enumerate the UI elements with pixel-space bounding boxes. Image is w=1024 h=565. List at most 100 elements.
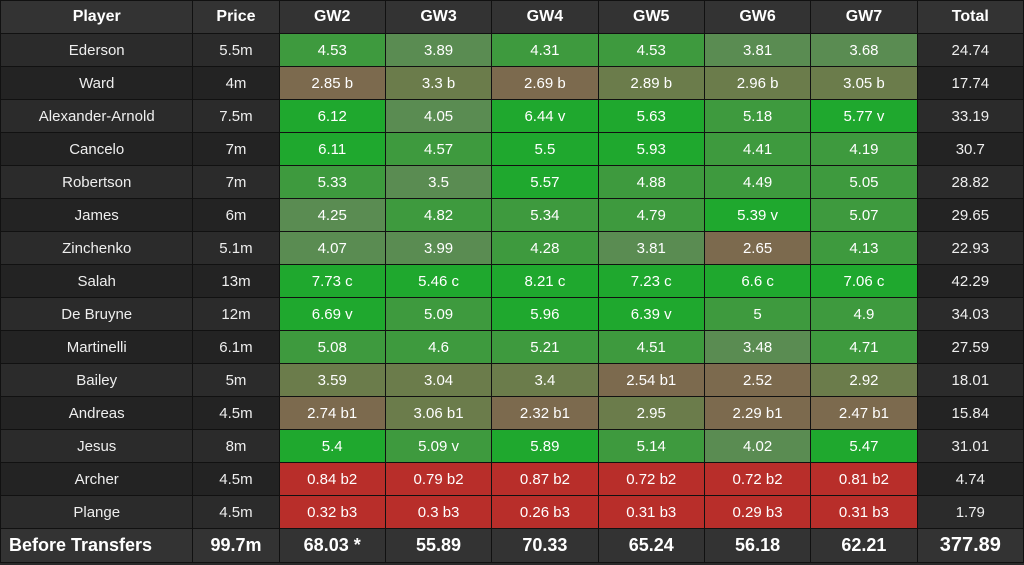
col-gw6: GW6 <box>704 1 810 34</box>
summary-gw-total: 55.89 <box>385 529 491 563</box>
gw-cell: 3.99 <box>385 232 491 265</box>
gw-cell: 3.89 <box>385 34 491 67</box>
gw-cell: 5.4 <box>279 430 385 463</box>
gw-cell: 4.19 <box>811 133 917 166</box>
player-total: 17.74 <box>917 67 1023 100</box>
player-total: 29.65 <box>917 199 1023 232</box>
gw-cell: 5.5 <box>492 133 598 166</box>
gw-cell: 0.31 b3 <box>811 496 917 529</box>
gw-cell: 4.57 <box>385 133 491 166</box>
gw-cell: 8.21 c <box>492 265 598 298</box>
player-price: 4.5m <box>193 463 279 496</box>
player-name: Jesus <box>1 430 193 463</box>
gw-cell: 3.48 <box>704 331 810 364</box>
player-name: Cancelo <box>1 133 193 166</box>
gw-cell: 5.34 <box>492 199 598 232</box>
gw-cell: 6.69 v <box>279 298 385 331</box>
gw-cell: 5.57 <box>492 166 598 199</box>
gw-cell: 2.29 b1 <box>704 397 810 430</box>
player-name: Salah <box>1 265 193 298</box>
gw-cell: 4.28 <box>492 232 598 265</box>
gw-cell: 4.51 <box>598 331 704 364</box>
gw-cell: 3.81 <box>598 232 704 265</box>
table-row: Bailey5m3.593.043.42.54 b12.522.9218.01 <box>1 364 1024 397</box>
table-row: Ward4m2.85 b3.3 b2.69 b2.89 b2.96 b3.05 … <box>1 67 1024 100</box>
summary-gw-total: 56.18 <box>704 529 810 563</box>
player-total: 33.19 <box>917 100 1023 133</box>
header-row: Player Price GW2 GW3 GW4 GW5 GW6 GW7 Tot… <box>1 1 1024 34</box>
player-price: 8m <box>193 430 279 463</box>
player-name: Ederson <box>1 34 193 67</box>
gw-cell: 5.08 <box>279 331 385 364</box>
col-player: Player <box>1 1 193 34</box>
player-name: Archer <box>1 463 193 496</box>
summary-gw-total: 70.33 <box>492 529 598 563</box>
gw-cell: 4.41 <box>704 133 810 166</box>
gw-cell: 3.68 <box>811 34 917 67</box>
player-name: Bailey <box>1 364 193 397</box>
summary-gw-total: 62.21 <box>811 529 917 563</box>
gw-cell: 0.26 b3 <box>492 496 598 529</box>
table-row: Plange4.5m0.32 b30.3 b30.26 b30.31 b30.2… <box>1 496 1024 529</box>
summary-gw-total: 68.03 * <box>279 529 385 563</box>
col-gw7: GW7 <box>811 1 917 34</box>
summary-price: 99.7m <box>193 529 279 563</box>
player-name: Martinelli <box>1 331 193 364</box>
gw-cell: 2.95 <box>598 397 704 430</box>
col-price: Price <box>193 1 279 34</box>
table-row: De Bruyne12m6.69 v5.095.966.39 v54.934.0… <box>1 298 1024 331</box>
gw-cell: 0.81 b2 <box>811 463 917 496</box>
table-row: Robertson7m5.333.55.574.884.495.0528.82 <box>1 166 1024 199</box>
player-total: 28.82 <box>917 166 1023 199</box>
player-total: 24.74 <box>917 34 1023 67</box>
gw-cell: 0.3 b3 <box>385 496 491 529</box>
gw-cell: 4.25 <box>279 199 385 232</box>
table-row: Ederson5.5m4.533.894.314.533.813.6824.74 <box>1 34 1024 67</box>
gw-cell: 2.74 b1 <box>279 397 385 430</box>
gw-cell: 2.89 b <box>598 67 704 100</box>
player-total: 31.01 <box>917 430 1023 463</box>
gw-cell: 5.18 <box>704 100 810 133</box>
gw-cell: 5.93 <box>598 133 704 166</box>
gw-cell: 4.6 <box>385 331 491 364</box>
gw-cell: 2.69 b <box>492 67 598 100</box>
gw-cell: 5.09 v <box>385 430 491 463</box>
gw-cell: 2.47 b1 <box>811 397 917 430</box>
player-price: 7m <box>193 133 279 166</box>
summary-gw-total: 65.24 <box>598 529 704 563</box>
gw-cell: 0.79 b2 <box>385 463 491 496</box>
gw-cell: 5.47 <box>811 430 917 463</box>
col-gw5: GW5 <box>598 1 704 34</box>
gw-cell: 2.96 b <box>704 67 810 100</box>
gw-cell: 4.49 <box>704 166 810 199</box>
gw-cell: 2.52 <box>704 364 810 397</box>
player-name: Robertson <box>1 166 193 199</box>
player-name: Zinchenko <box>1 232 193 265</box>
table-row: Alexander-Arnold7.5m6.124.056.44 v5.635.… <box>1 100 1024 133</box>
player-price: 12m <box>193 298 279 331</box>
player-price: 13m <box>193 265 279 298</box>
gw-cell: 5.14 <box>598 430 704 463</box>
gw-cell: 2.92 <box>811 364 917 397</box>
gw-cell: 0.32 b3 <box>279 496 385 529</box>
gw-cell: 6.39 v <box>598 298 704 331</box>
gw-cell: 5.46 c <box>385 265 491 298</box>
player-price: 5.1m <box>193 232 279 265</box>
table-row: Martinelli6.1m5.084.65.214.513.484.7127.… <box>1 331 1024 364</box>
col-total: Total <box>917 1 1023 34</box>
gw-cell: 4.79 <box>598 199 704 232</box>
summary-label: Before Transfers <box>1 529 193 563</box>
player-total: 15.84 <box>917 397 1023 430</box>
player-total: 4.74 <box>917 463 1023 496</box>
gw-cell: 5.09 <box>385 298 491 331</box>
gw-cell: 4.71 <box>811 331 917 364</box>
gw-cell: 3.4 <box>492 364 598 397</box>
gw-cell: 7.23 c <box>598 265 704 298</box>
gw-cell: 3.04 <box>385 364 491 397</box>
gw-cell: 6.6 c <box>704 265 810 298</box>
gw-cell: 6.12 <box>279 100 385 133</box>
gw-cell: 5.05 <box>811 166 917 199</box>
gw-cell: 4.02 <box>704 430 810 463</box>
player-price: 4.5m <box>193 496 279 529</box>
player-total: 22.93 <box>917 232 1023 265</box>
